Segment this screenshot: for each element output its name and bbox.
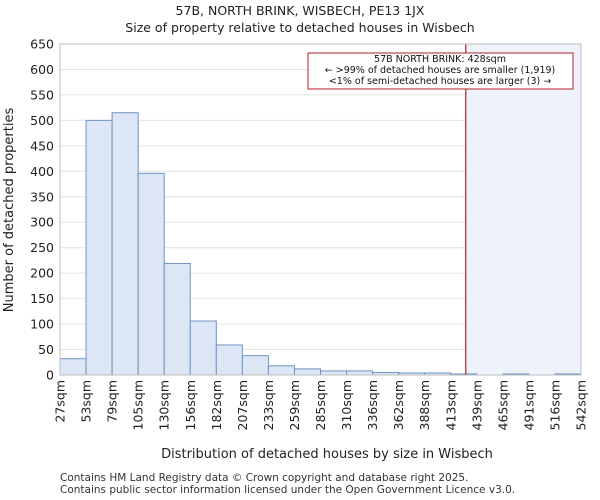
shaded-region <box>465 44 581 375</box>
y-tick-label: 50 <box>38 342 54 357</box>
bar <box>85 119 113 376</box>
x-tick-label: 105sqm <box>131 380 146 430</box>
y-tick-label: 500 <box>30 113 54 128</box>
bar <box>241 355 269 376</box>
chart-title: 57B, NORTH BRINK, WISBECH, PE13 1JX <box>175 3 425 18</box>
footer-line-1: Contains HM Land Registry data © Crown c… <box>60 472 469 484</box>
bar <box>293 368 322 376</box>
y-tick-label: 350 <box>30 189 54 204</box>
bar <box>137 172 165 376</box>
bar <box>346 370 374 376</box>
y-tick-label: 100 <box>30 317 54 332</box>
x-tick-labels: 27sqm 53sqm 79sqm 105sqm 130sqm 156sqm 182sqm 2… <box>53 380 589 430</box>
bars <box>59 112 582 376</box>
annotation-box <box>307 52 574 90</box>
y-tick-label: 600 <box>30 62 54 77</box>
y-tick-labels: 0 50 100 150 200 250 300 350 400 450 500 550 600 650 <box>30 37 54 383</box>
x-tick-label: 362sqm <box>391 380 406 430</box>
annotation-line-3: <1% of semi-detached houses are larger (… <box>329 76 551 87</box>
marker-annotation: 57B NORTH BRINK: 428sqm ← >99% of detach… <box>307 52 574 90</box>
footer-line-2: Contains public sector information licen… <box>60 484 516 496</box>
x-tick-label: 336sqm <box>365 380 380 430</box>
plot-frame <box>59 43 582 376</box>
y-tick-label: 650 <box>30 37 54 52</box>
x-tick-label: 439sqm <box>469 380 484 430</box>
x-tick-label: 207sqm <box>235 380 250 430</box>
x-tick-label: 516sqm <box>547 380 562 430</box>
x-tick-label: 156sqm <box>183 380 198 430</box>
x-tick-label: 491sqm <box>521 380 536 430</box>
x-tick-label: 285sqm <box>313 380 328 430</box>
bar <box>320 370 348 376</box>
x-tick-label: 27sqm <box>53 380 68 423</box>
y-tick-label: 300 <box>30 215 54 230</box>
x-tick-label: 413sqm <box>443 380 458 430</box>
x-tick-label: 130sqm <box>157 380 172 430</box>
x-tick-label: 79sqm <box>105 380 120 423</box>
y-tick-label: 200 <box>30 266 54 281</box>
x-tick-label: 182sqm <box>209 380 224 430</box>
bar <box>189 320 217 376</box>
bar <box>59 358 87 376</box>
x-axis-label: Distribution of detached houses by size … <box>161 447 493 462</box>
y-tick-label: 400 <box>30 164 54 179</box>
y-tick-label: 150 <box>30 291 54 306</box>
y-tick-label: 250 <box>30 240 54 255</box>
x-tick-label: 465sqm <box>495 380 510 430</box>
bar <box>215 344 243 376</box>
x-tick-label: 542sqm <box>574 380 589 430</box>
annotation-line-1: 57B NORTH BRINK: 428sqm <box>374 54 506 65</box>
y-tick-label: 550 <box>30 87 54 102</box>
x-tick-label: 310sqm <box>339 380 354 430</box>
x-tick-label: 53sqm <box>79 380 94 423</box>
bar <box>267 365 295 376</box>
chart-subtitle: Size of property relative to detached ho… <box>125 20 475 35</box>
y-tick-label: 0 <box>46 368 54 383</box>
bar <box>111 112 139 376</box>
bar <box>163 262 191 376</box>
x-tick-label: 259sqm <box>287 380 302 430</box>
x-tick-label: 233sqm <box>261 380 276 430</box>
y-tick-label: 450 <box>30 138 54 153</box>
annotation-line-2: ← >99% of detached houses are smaller (1… <box>325 65 556 76</box>
y-axis-label: Number of detached properties <box>2 108 17 313</box>
x-tick-label: 388sqm <box>417 380 432 430</box>
